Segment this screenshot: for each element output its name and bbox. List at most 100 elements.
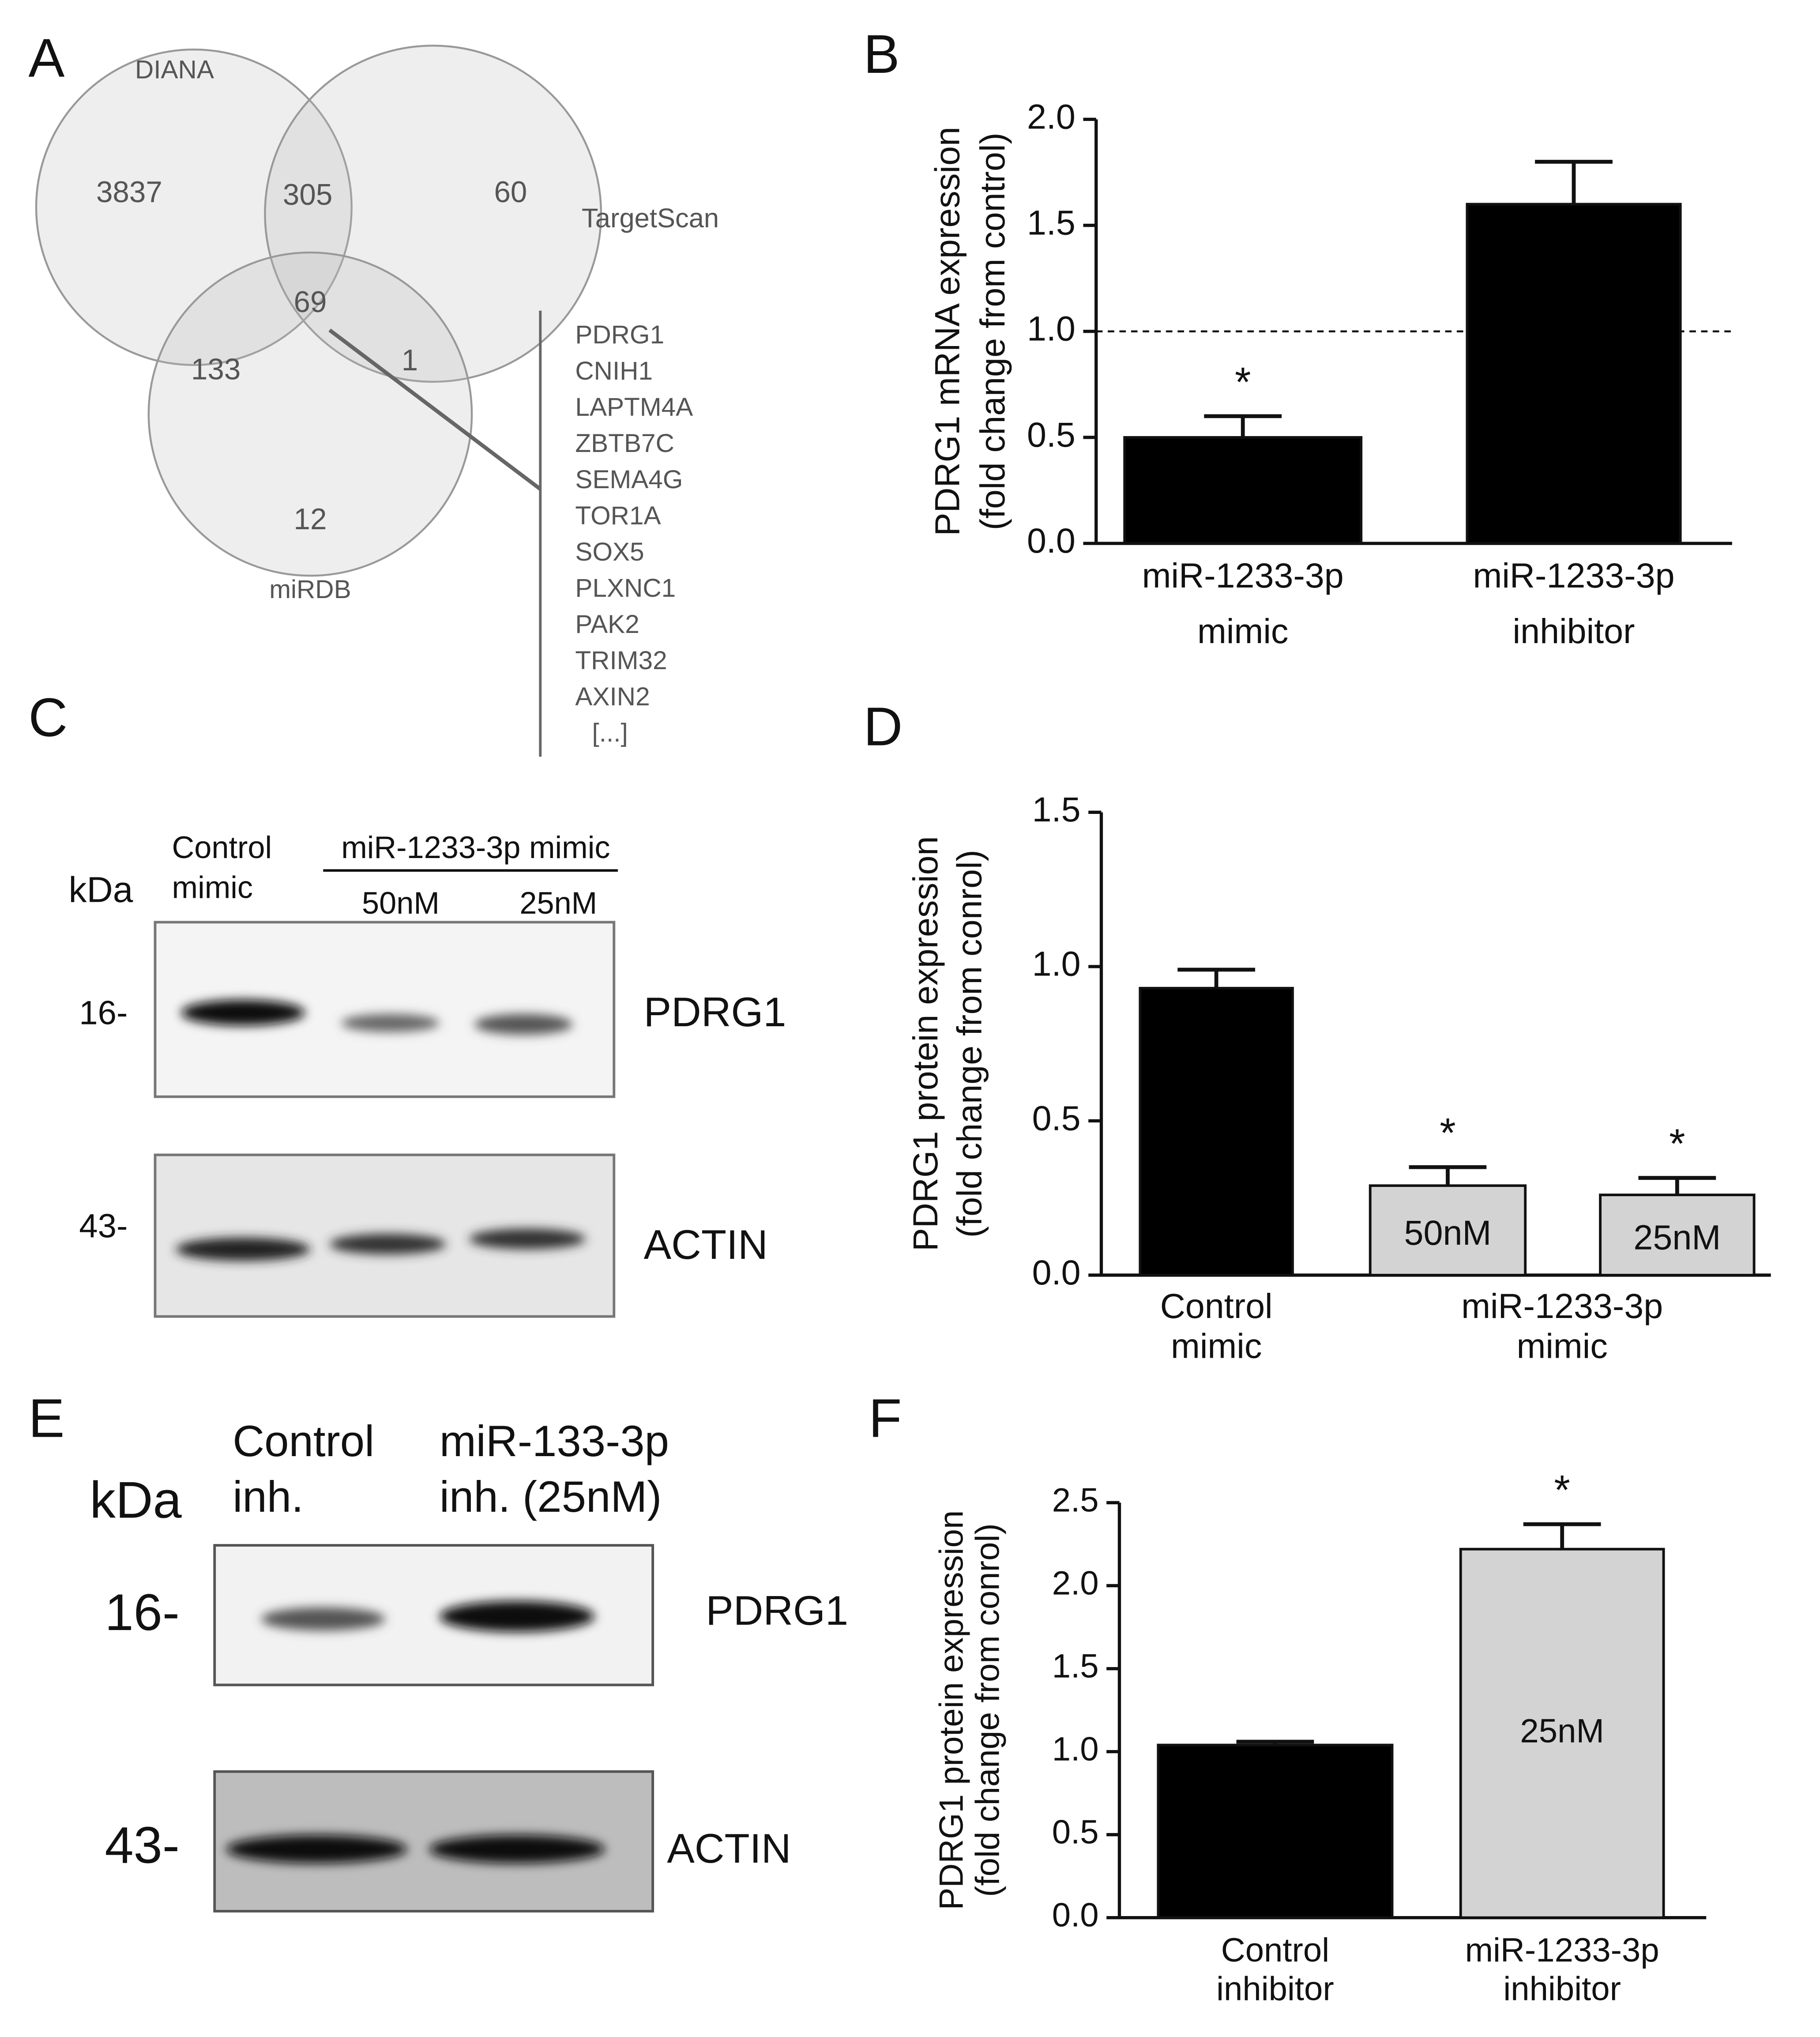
venn-circle <box>264 45 602 383</box>
lane-label: Control <box>172 830 272 865</box>
lane-label: miR-133-3p <box>440 1417 669 1466</box>
lane-label: mimic <box>172 870 253 905</box>
y-tick-label: 1.0 <box>1027 309 1075 348</box>
pointer-line <box>328 328 541 491</box>
y-tick-label: 2.5 <box>1052 1482 1099 1519</box>
kda-label: kDa <box>90 1471 182 1529</box>
gene-label: TOR1A <box>575 501 661 530</box>
venn-count: 3837 <box>96 176 162 209</box>
y-tick-label: 0.0 <box>1052 1897 1099 1934</box>
x-tick-label: mimic <box>1197 611 1288 651</box>
panel-letter: C <box>28 688 68 748</box>
protein-label: PDRG1 <box>706 1587 848 1634</box>
x-tick-label: miR-1233-3p <box>1461 1286 1663 1325</box>
protein-label: ACTIN <box>644 1221 768 1268</box>
x-tick-label: inhibitor <box>1503 1970 1621 2008</box>
panel-letter: A <box>28 28 64 89</box>
marker-label: 16- <box>79 994 128 1032</box>
gene-label: ZBTB7C <box>575 429 674 458</box>
marker-label: 16- <box>105 1583 180 1641</box>
y-tick-label: 1.5 <box>1027 203 1075 242</box>
venn-count: 12 <box>293 503 327 536</box>
lane-label: inh. (25nM) <box>440 1472 662 1521</box>
gene-label: CNIH1 <box>575 357 653 385</box>
y-tick-label: 0.0 <box>1032 1253 1081 1292</box>
set-label: miRDB <box>269 575 351 604</box>
gene-label: TRIM32 <box>575 646 667 675</box>
panel-letter: D <box>864 697 903 757</box>
y-axis-label: (fold change from conrol) <box>969 1523 1007 1897</box>
venn-count: 1 <box>402 344 418 377</box>
y-axis-label: PDRG1 mRNA expression <box>928 127 967 536</box>
panel-letter: E <box>28 1388 64 1449</box>
x-tick-label: inhibitor <box>1513 611 1635 651</box>
venn-count: 305 <box>283 178 332 211</box>
y-tick-label: 2.0 <box>1027 97 1075 136</box>
x-tick-label: mimic <box>1516 1326 1607 1366</box>
y-tick-label: 2.0 <box>1052 1565 1099 1602</box>
gene-label: SEMA4G <box>575 465 683 494</box>
bar-label: 25nM <box>1633 1218 1721 1257</box>
venn-count: 69 <box>293 286 327 319</box>
x-tick-label: Control <box>1160 1286 1273 1325</box>
significance: * <box>1669 1120 1685 1167</box>
y-tick-label: 0.0 <box>1027 521 1075 560</box>
set-label: DIANA <box>135 55 214 84</box>
gene-label: [...] <box>592 719 628 747</box>
bar <box>1123 436 1363 545</box>
kda-label: kDa <box>69 870 133 910</box>
y-tick-label: 0.5 <box>1032 1098 1081 1137</box>
gene-label: PAK2 <box>575 610 639 639</box>
dose-label: 50nM <box>362 885 440 920</box>
y-axis-label: (fold change from conrol) <box>949 850 989 1238</box>
bar-label: 50nM <box>1404 1213 1492 1252</box>
venn-count: 60 <box>494 176 527 209</box>
y-tick-label: 1.5 <box>1032 790 1081 829</box>
blot-e: Control inh. miR-133-3p inh. (25nM) kDa … <box>90 1417 848 1913</box>
venn-circle <box>147 251 473 577</box>
bar-label: 25nM <box>1520 1712 1604 1750</box>
y-axis-label: (fold change from control) <box>973 132 1012 530</box>
panel-letter: F <box>869 1388 902 1449</box>
bar <box>1369 1184 1527 1276</box>
set-label: TargetScan <box>582 203 719 233</box>
x-tick-label: miR-1233-3p <box>1465 1932 1659 1969</box>
y-tick-label: 0.5 <box>1052 1814 1099 1851</box>
venn: DIANA TargetScan miRDB 3837 305 60 69 13… <box>35 45 719 757</box>
venn-circle <box>35 49 353 366</box>
y-axis-label: PDRG1 protein expression <box>933 1510 970 1910</box>
lane-label: miR-1233-3p mimic <box>341 830 610 865</box>
y-axis-label: PDRG1 protein expression <box>906 836 945 1251</box>
bar <box>1157 1743 1394 1919</box>
x-tick-label: miR-1233-3p <box>1142 556 1344 595</box>
lane-label: inh. <box>233 1472 304 1521</box>
venn-count: 133 <box>191 353 241 386</box>
y-tick-label: 1.0 <box>1052 1731 1099 1768</box>
x-tick-label: Control <box>1221 1932 1329 1969</box>
protein-label: ACTIN <box>667 1825 791 1871</box>
y-tick-label: 0.5 <box>1027 415 1075 454</box>
marker-label: 43- <box>79 1208 128 1245</box>
marker-label: 43- <box>105 1816 180 1874</box>
gene-label: LAPTM4A <box>575 393 693 422</box>
lane-label: Control <box>233 1417 374 1466</box>
y-tick-label: 1.5 <box>1052 1648 1099 1685</box>
significance: * <box>1554 1467 1570 1513</box>
y-tick-label: 1.0 <box>1032 944 1081 983</box>
gene-label: AXIN2 <box>575 682 650 711</box>
gene-label: SOX5 <box>575 538 644 566</box>
x-tick-label: inhibitor <box>1216 1970 1334 2008</box>
gene-label: PDRG1 <box>575 320 664 349</box>
x-tick-label: mimic <box>1171 1326 1262 1366</box>
bar <box>1139 986 1294 1276</box>
bar <box>1459 1548 1665 1919</box>
protein-label: PDRG1 <box>644 989 786 1035</box>
blot-c: Control mimic miR-1233-3p mimic 50nM 25n… <box>69 830 786 1318</box>
significance: * <box>1235 358 1251 405</box>
bar <box>1599 1194 1756 1276</box>
gene-label: PLXNC1 <box>575 574 676 602</box>
x-tick-label: miR-1233-3p <box>1473 556 1674 595</box>
panel-letter: B <box>864 24 900 85</box>
significance: * <box>1440 1110 1455 1156</box>
